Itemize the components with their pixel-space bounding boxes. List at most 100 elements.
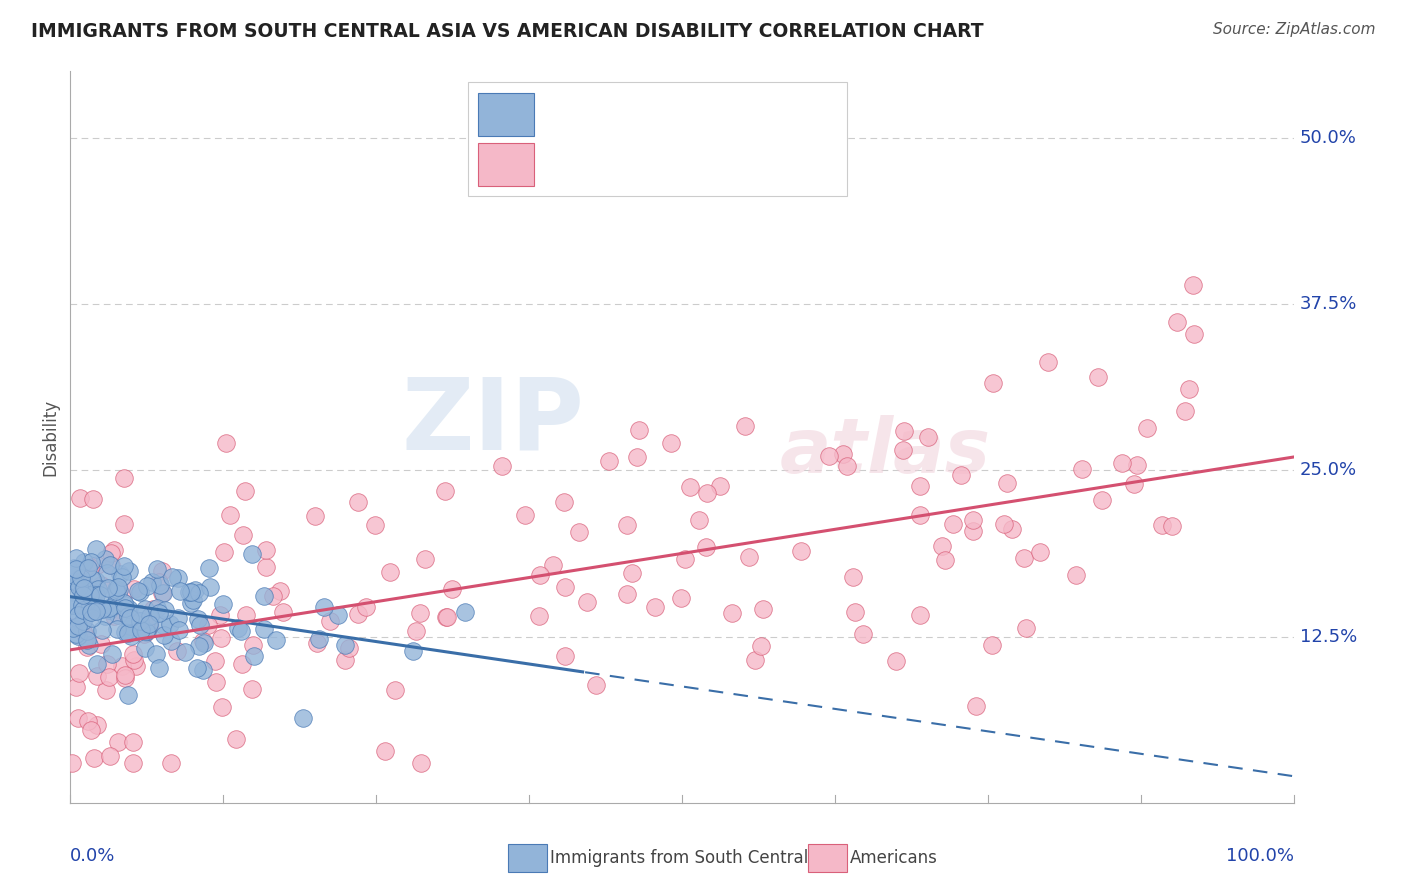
Point <box>86 604 108 618</box>
Point <box>993 516 1015 531</box>
Point <box>127 584 149 599</box>
Point <box>79 595 101 609</box>
Point <box>1166 315 1188 329</box>
Point <box>374 744 396 758</box>
Point <box>243 648 266 663</box>
Point <box>908 478 931 492</box>
Point <box>197 561 219 575</box>
Point <box>337 641 360 656</box>
Point <box>433 484 456 499</box>
Point <box>180 596 202 610</box>
Point <box>254 543 277 558</box>
Point <box>529 567 551 582</box>
Text: 140: 140 <box>786 105 827 124</box>
Point <box>749 639 772 653</box>
Point <box>434 610 457 624</box>
Point <box>1126 458 1149 472</box>
Point <box>91 602 114 616</box>
Point <box>72 598 94 612</box>
Point <box>86 668 108 682</box>
Text: Immigrants from South Central Asia: Immigrants from South Central Asia <box>550 848 848 867</box>
Point <box>107 602 129 616</box>
Point <box>188 617 211 632</box>
Point <box>79 723 101 738</box>
Point <box>554 580 576 594</box>
Point <box>1070 462 1092 476</box>
Point <box>1087 370 1109 384</box>
Point <box>97 581 120 595</box>
Point <box>103 609 125 624</box>
Point <box>134 641 156 656</box>
Point <box>734 419 756 434</box>
Point <box>174 645 197 659</box>
Point <box>844 605 866 619</box>
Point <box>66 612 89 626</box>
Point <box>543 558 565 572</box>
Point <box>790 543 813 558</box>
Point <box>62 598 84 612</box>
Point <box>105 622 128 636</box>
Point <box>659 436 682 450</box>
Point <box>65 562 87 576</box>
FancyBboxPatch shape <box>478 94 534 136</box>
Point <box>138 609 160 624</box>
Point <box>91 623 114 637</box>
Point <box>409 606 432 620</box>
Point <box>454 605 477 619</box>
Point <box>111 658 134 673</box>
Point <box>70 583 93 598</box>
Point <box>76 603 98 617</box>
Text: Source: ZipAtlas.com: Source: ZipAtlas.com <box>1212 22 1375 37</box>
Point <box>153 628 176 642</box>
Point <box>86 588 108 602</box>
Point <box>354 600 377 615</box>
Point <box>720 607 742 621</box>
Point <box>167 611 190 625</box>
Point <box>441 582 464 597</box>
Point <box>84 574 107 588</box>
Point <box>162 570 184 584</box>
Point <box>60 620 83 634</box>
Point <box>319 614 342 628</box>
Point <box>72 615 94 629</box>
Point <box>86 718 108 732</box>
Point <box>69 491 91 506</box>
Point <box>269 584 291 599</box>
Point <box>193 636 215 650</box>
Point <box>138 616 160 631</box>
Point <box>142 601 165 615</box>
Point <box>86 558 108 572</box>
Point <box>67 607 90 622</box>
Point <box>62 621 84 635</box>
Text: 50.0%: 50.0% <box>1299 128 1357 147</box>
Point <box>79 599 101 613</box>
Point <box>148 575 170 590</box>
Point <box>262 589 284 603</box>
Text: ZIP: ZIP <box>401 374 583 471</box>
Point <box>209 631 232 645</box>
Point <box>76 714 98 728</box>
Point <box>291 711 314 725</box>
Point <box>145 647 167 661</box>
Point <box>121 647 143 661</box>
Point <box>167 571 190 585</box>
FancyBboxPatch shape <box>468 82 846 195</box>
Point <box>413 552 436 566</box>
Point <box>1181 278 1204 293</box>
Point <box>527 609 550 624</box>
Point <box>188 586 211 600</box>
Point <box>616 587 638 601</box>
Point <box>307 636 329 650</box>
Point <box>107 580 129 594</box>
Point <box>152 586 174 600</box>
Point <box>627 423 650 437</box>
Point <box>117 626 139 640</box>
Point <box>100 558 122 572</box>
Point <box>62 574 84 588</box>
Point <box>114 601 136 615</box>
Point <box>187 612 209 626</box>
Point <box>150 564 173 578</box>
Point <box>1122 477 1144 491</box>
Text: N =: N = <box>724 105 768 124</box>
Point <box>738 550 761 565</box>
